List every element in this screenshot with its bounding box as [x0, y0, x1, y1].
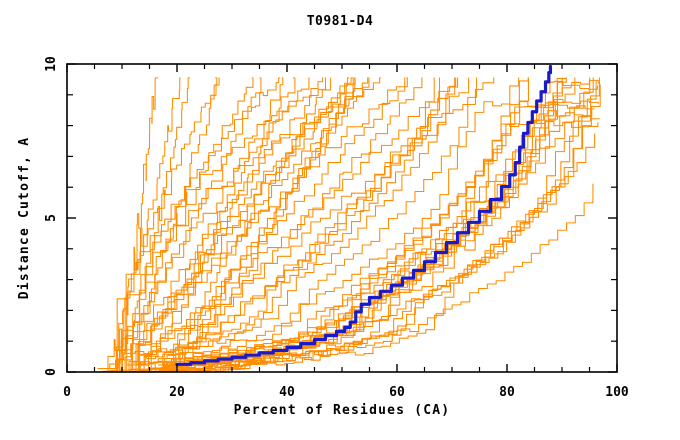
reference-curve: [167, 77, 529, 367]
reference-curve: [108, 77, 218, 371]
reference-curve: [108, 77, 382, 373]
axes: 0 20 40 60 80 100 0 5 10: [44, 56, 629, 400]
data-curves: [97, 64, 601, 373]
reference-curve: [97, 77, 262, 370]
reference-curve: [157, 77, 423, 370]
y-axis-title: Distance Cutoff, A: [17, 137, 32, 299]
reference-curve: [166, 121, 599, 365]
reference-curve: [131, 77, 457, 372]
reference-curve: [151, 77, 332, 369]
reference-curve: [129, 77, 352, 371]
y-tick-label: 0: [44, 368, 59, 376]
x-tick-label: 100: [605, 385, 629, 400]
x-tick-label: 40: [279, 385, 295, 400]
reference-curve: [150, 115, 601, 372]
highlighted-model-curve: [175, 64, 553, 366]
x-axis-title: Percent of Residues (CA): [234, 403, 451, 418]
reference-curve: [104, 77, 310, 373]
x-tick-label: 20: [169, 385, 185, 400]
reference-curve: [107, 77, 254, 373]
y-tick-label: 10: [44, 56, 59, 72]
reference-curve: [160, 77, 567, 369]
reference-curve: [127, 77, 281, 373]
reference-curve: [123, 77, 354, 373]
reference-curve: [182, 77, 594, 373]
reference-curve: [118, 133, 596, 373]
reference-curve: [118, 77, 406, 373]
reference-curve: [105, 77, 327, 373]
page-title: T0981-D4: [306, 14, 374, 29]
reference-curve: [139, 77, 441, 357]
reference-curve: [111, 77, 408, 371]
reference-curve: [120, 77, 220, 371]
reference-curve: [137, 77, 456, 360]
reference-curve: [111, 80, 597, 373]
reference-curve: [101, 77, 350, 370]
y-tick-label: 5: [44, 214, 59, 222]
reference-curve: [119, 77, 284, 373]
x-tick-label: 60: [389, 385, 405, 400]
reference-curve: [150, 77, 576, 373]
reference-curve: [168, 77, 478, 356]
x-tick-label: 80: [499, 385, 515, 400]
x-tick-label: 0: [63, 385, 71, 400]
reference-curve: [138, 77, 369, 373]
reference-curve: [125, 77, 435, 355]
reference-curve: [104, 77, 181, 372]
reference-curve: [102, 77, 324, 372]
reference-curve: [131, 99, 599, 366]
reference-curve: [168, 84, 601, 373]
reference-curve: [127, 104, 595, 367]
reference-curve: [129, 77, 296, 371]
reference-curve: [176, 77, 356, 373]
